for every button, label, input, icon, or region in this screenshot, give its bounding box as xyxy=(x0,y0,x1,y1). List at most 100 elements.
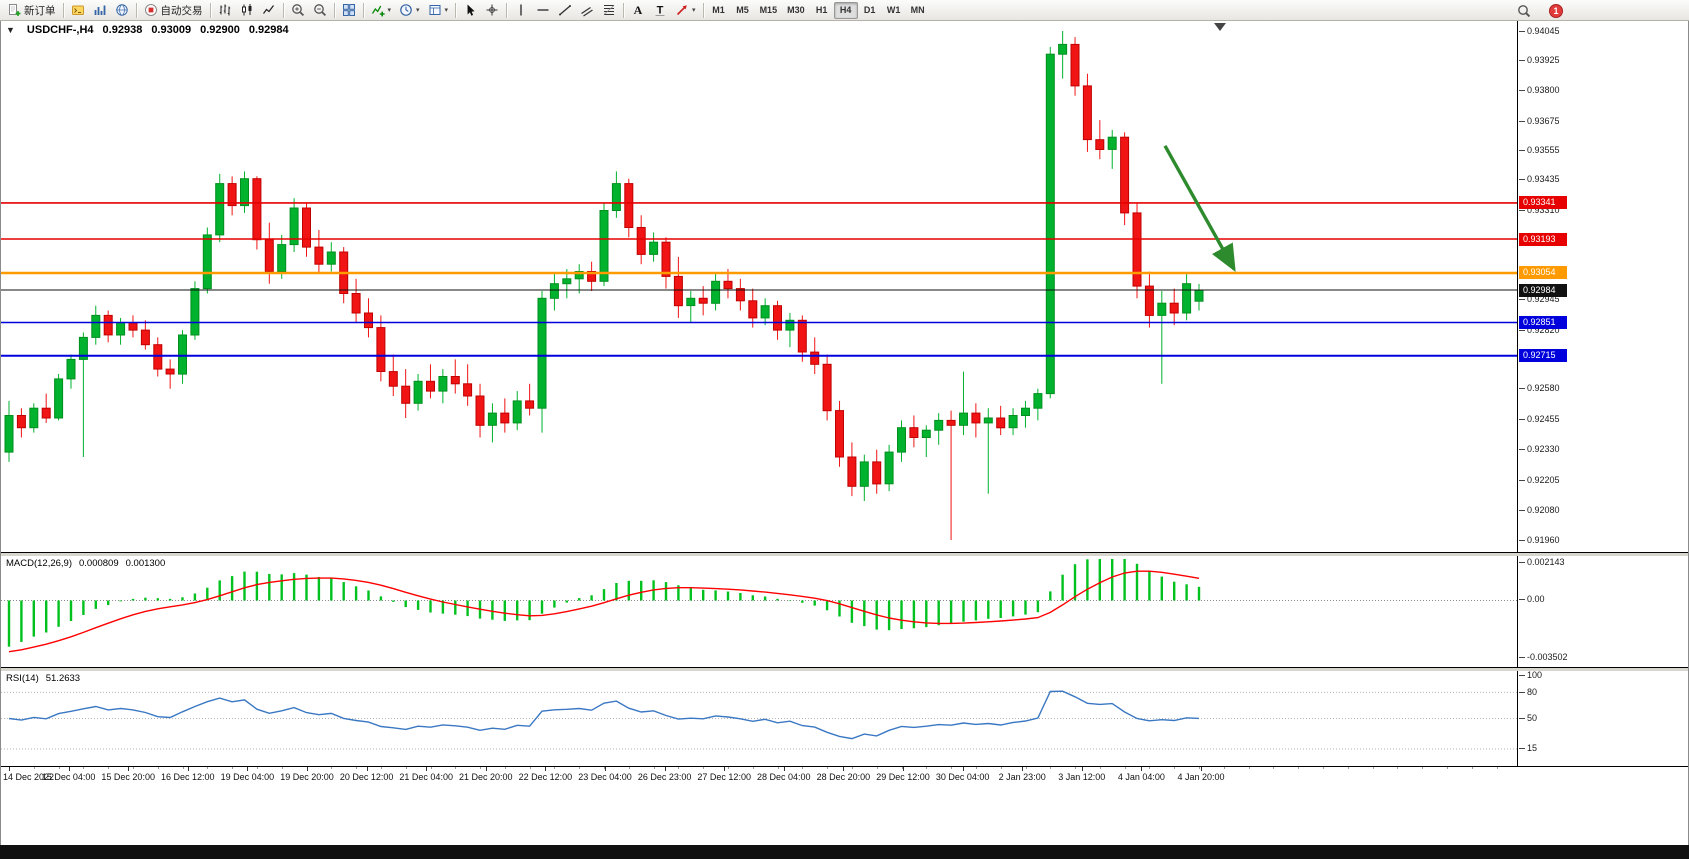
crosshair-button[interactable] xyxy=(481,1,503,19)
bar-chart-mode-button[interactable] xyxy=(214,1,236,19)
timeframe-m5-button[interactable]: M5 xyxy=(736,5,749,15)
text-button[interactable]: A xyxy=(627,1,649,19)
equidistant-channel-button[interactable] xyxy=(576,1,598,19)
time-minor-tick xyxy=(604,767,605,769)
time-axis[interactable]: 14 Dec 2022 15 Dec 04:00 15 Dec 20:00 16 De… xyxy=(1,767,1688,784)
time-minor-tick xyxy=(827,767,829,769)
time-tick xyxy=(68,767,70,771)
candlestick-mode-button[interactable] xyxy=(236,1,258,19)
time-tick xyxy=(426,767,428,771)
new-order-button[interactable]: 新订单 xyxy=(3,1,60,19)
indicators-button[interactable]: ▾ xyxy=(367,1,396,19)
trendline-button[interactable] xyxy=(554,1,576,19)
time-minor-tick xyxy=(331,767,333,769)
time-axis-label: 29 Dec 12:00 xyxy=(876,772,930,782)
price-axis[interactable]: 0.94045 0.93925 0.93800 0.93675 0.93555 0.934… xyxy=(1519,21,1688,552)
resistance-upper-price-tag[interactable]: 0.93341 xyxy=(1519,196,1567,210)
pane-splitter[interactable] xyxy=(1,668,1688,671)
rsi-pane[interactable]: 100 80 50 15 RSI(14) 51.2633 xyxy=(1,671,1688,767)
navigator-button[interactable] xyxy=(111,1,133,19)
templates-button[interactable]: ▾ xyxy=(424,1,453,19)
time-minor-tick xyxy=(1075,767,1076,769)
time-axis-label: 4 Jan 20:00 xyxy=(1177,772,1225,782)
notifications-button[interactable]: 1 xyxy=(1545,2,1567,20)
time-minor-tick xyxy=(1397,767,1399,769)
time-minor-tick xyxy=(653,767,655,769)
price-chart-pane[interactable]: 0.94045 0.93925 0.93800 0.93675 0.93555 0.934… xyxy=(1,21,1688,553)
time-axis-label: 23 Dec 04:00 xyxy=(578,772,632,782)
pivot-orange-price-tag[interactable]: 0.93054 xyxy=(1519,266,1567,280)
cursor-button[interactable] xyxy=(459,1,481,19)
svg-text:A: A xyxy=(634,3,643,17)
price-axis-label: 0.92580 xyxy=(1519,383,1560,394)
time-tick xyxy=(1141,767,1143,771)
zoom-in-button[interactable] xyxy=(287,1,309,19)
time-minor-tick xyxy=(1298,767,1300,769)
time-minor-tick xyxy=(405,767,407,769)
time-minor-tick xyxy=(802,767,804,769)
line-chart-mode-button[interactable] xyxy=(258,1,280,19)
timeframe-mn-button[interactable]: MN xyxy=(910,5,925,15)
arrows-button[interactable]: ▾ xyxy=(671,1,700,19)
time-axis-label: 15 Dec 04:00 xyxy=(41,772,96,782)
timeframe-m1-button[interactable]: M1 xyxy=(712,5,725,15)
macd-axis-label: 0.00 xyxy=(1519,594,1545,605)
macd-plot[interactable] xyxy=(1,556,1518,667)
text-label-button[interactable]: T xyxy=(649,1,671,19)
timeframe-w1-button[interactable]: W1 xyxy=(886,5,901,15)
time-minor-tick xyxy=(1323,767,1324,769)
time-axis-label: 20 Dec 12:00 xyxy=(339,772,394,782)
metaeditor-button[interactable] xyxy=(67,1,89,19)
periods-button[interactable]: ▾ xyxy=(395,1,424,19)
tile-windows-button[interactable] xyxy=(338,1,360,19)
time-axis-label: 26 Dec 23:00 xyxy=(637,772,692,782)
trendline-icon xyxy=(558,3,572,17)
horizontal-line-button[interactable] xyxy=(532,1,554,19)
price-plot[interactable] xyxy=(1,21,1518,552)
fibonacci-retracement-button[interactable] xyxy=(598,1,620,19)
search-button[interactable] xyxy=(1513,2,1535,20)
text-a-icon: A xyxy=(631,3,645,17)
rsi-axis[interactable]: 100 80 50 15 xyxy=(1518,671,1688,766)
data-window-button[interactable] xyxy=(89,1,111,19)
timeframe-m30-button[interactable]: M30 xyxy=(787,5,805,15)
chart-shift-marker[interactable] xyxy=(1214,23,1226,31)
candles xyxy=(4,31,1204,540)
zoom-out-button[interactable] xyxy=(309,1,331,19)
macd-axis[interactable]: 0.002143 0.00 -0.003502 xyxy=(1519,556,1688,667)
toolbar-separator xyxy=(209,2,211,18)
vertical-line-button[interactable] xyxy=(510,1,532,19)
zoom-in-icon xyxy=(291,3,305,17)
globe-icon xyxy=(115,3,129,17)
one-click-trading-toggle[interactable]: ▼ xyxy=(6,25,15,35)
pane-splitter[interactable] xyxy=(1,553,1688,556)
macd-axis-label: -0.003502 xyxy=(1519,652,1568,662)
time-minor-tick xyxy=(455,767,457,769)
trend-arrow-annotation[interactable] xyxy=(1163,144,1236,272)
price-axis-label: 0.92820 xyxy=(1519,324,1560,335)
time-tick xyxy=(187,767,189,771)
time-axis-label: 28 Dec 20:00 xyxy=(816,772,871,782)
timeframe-d1-button[interactable]: D1 xyxy=(863,5,876,15)
timeframe-m15-button[interactable]: M15 xyxy=(759,5,778,15)
time-minor-tick xyxy=(1199,767,1200,769)
auto-trading-button[interactable]: 自动交易 xyxy=(140,1,207,19)
rsi-axis-label: 100 xyxy=(1518,671,1543,680)
ohlc-open: 0.92938 xyxy=(102,24,143,36)
time-minor-tick xyxy=(1174,767,1176,769)
toolbar-separator xyxy=(282,2,284,18)
timeframe-h1-button[interactable]: H1 xyxy=(815,5,828,15)
support-lower-price-tag[interactable]: 0.92715 xyxy=(1519,349,1567,363)
timeframe-h4-button[interactable]: H4 xyxy=(833,1,858,19)
time-minor-tick xyxy=(1496,767,1498,769)
support-upper-price-tag[interactable]: 0.92851 xyxy=(1519,316,1567,329)
time-tick xyxy=(843,767,845,771)
rsi-name: RSI(14) xyxy=(6,673,39,684)
rsi-plot[interactable] xyxy=(1,671,1518,766)
rsi-value: 51.2633 xyxy=(45,673,81,684)
time-minor-tick xyxy=(1372,767,1374,769)
macd-pane[interactable]: 0.002143 0.00 -0.003502 MACD(12,26,9) 0.00… xyxy=(1,556,1688,668)
current-price-price-tag[interactable]: 0.92984 xyxy=(1519,283,1567,297)
resistance-lower-price-tag[interactable]: 0.93193 xyxy=(1519,232,1567,246)
rsi-label: RSI(14) 51.2633 xyxy=(6,673,80,684)
